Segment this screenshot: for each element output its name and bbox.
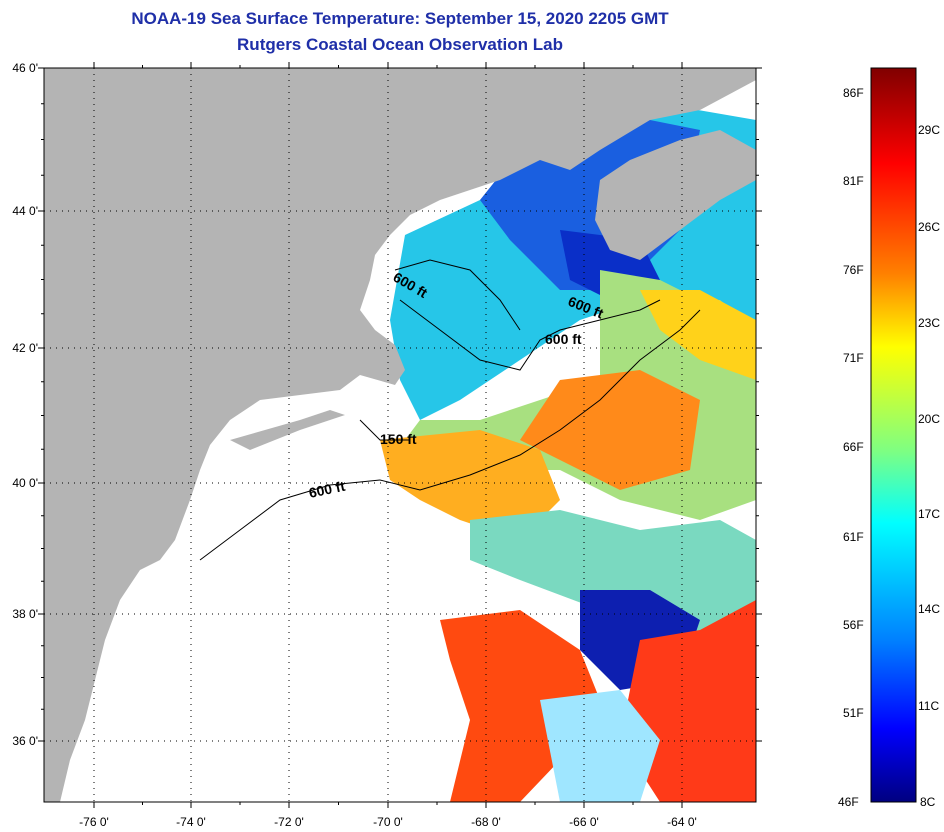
colorbar (870, 67, 917, 803)
latitude-label: 46 0' (12, 61, 38, 75)
longitude-label: -76 0' (79, 815, 109, 829)
nova-scotia-land (595, 130, 756, 260)
contour-label: 150 ft (380, 431, 417, 447)
colorbar-c-label: 8C (920, 795, 936, 809)
colorbar-f-label: 81F (843, 174, 864, 188)
colorbar-c-label: 29C (918, 123, 941, 137)
contour-label: 600 ft (545, 331, 582, 347)
longitude-label: -66 0' (569, 815, 599, 829)
colorbar-c-label: 14C (918, 602, 941, 616)
colorbar-f-label: 71F (843, 351, 864, 365)
longitude-label: -70 0' (373, 815, 403, 829)
longitude-label: -74 0' (176, 815, 206, 829)
latitude-labels: 46 0' 44 0' 42 0' 40 0' 38 0' 36 0' (12, 61, 38, 748)
colorbar-f-label: 86F (843, 86, 864, 100)
map-title: NOAA-19 Sea Surface Temperature: Septemb… (131, 9, 669, 28)
contour-label: 600 ft (307, 478, 346, 501)
colorbar-c-label: 26C (918, 220, 941, 234)
axis-ticks (38, 62, 762, 808)
plot-frame (43, 67, 757, 803)
colorbar-f-label: 56F (843, 618, 864, 632)
latitude-label: 36 0' (12, 734, 38, 748)
sst-field (380, 100, 756, 802)
colorbar-f-label: 76F (843, 263, 864, 277)
colorbar-c-label: 17C (918, 507, 941, 521)
colorbar-c-label: 23C (918, 316, 941, 330)
colorbar-f-label: 51F (843, 706, 864, 720)
latitude-label: 42 0' (12, 341, 38, 355)
land-mass (44, 68, 756, 802)
colorbar-c-label: 11C (918, 699, 940, 713)
graticule (44, 68, 756, 802)
longitude-label: -64 0' (667, 815, 697, 829)
longitude-label: -68 0' (471, 815, 501, 829)
latitude-label: 44 0' (12, 204, 38, 218)
colorbar-f-label: 61F (843, 530, 864, 544)
colorbar-f-label: 66F (843, 440, 864, 454)
long-island-land (230, 410, 345, 450)
latitude-label: 40 0' (12, 476, 38, 490)
latitude-label: 38 0' (12, 607, 38, 621)
colorbar-c-label: 20C (918, 412, 941, 426)
longitude-label: -72 0' (274, 815, 304, 829)
map-subtitle: Rutgers Coastal Ocean Observation Lab (237, 35, 563, 54)
colorbar-f-label: 46F (838, 795, 859, 809)
longitude-labels: -76 0' -74 0' -72 0' -70 0' -68 0' -66 0' -64 … (79, 815, 697, 829)
bathymetry-contours (199, 259, 701, 561)
